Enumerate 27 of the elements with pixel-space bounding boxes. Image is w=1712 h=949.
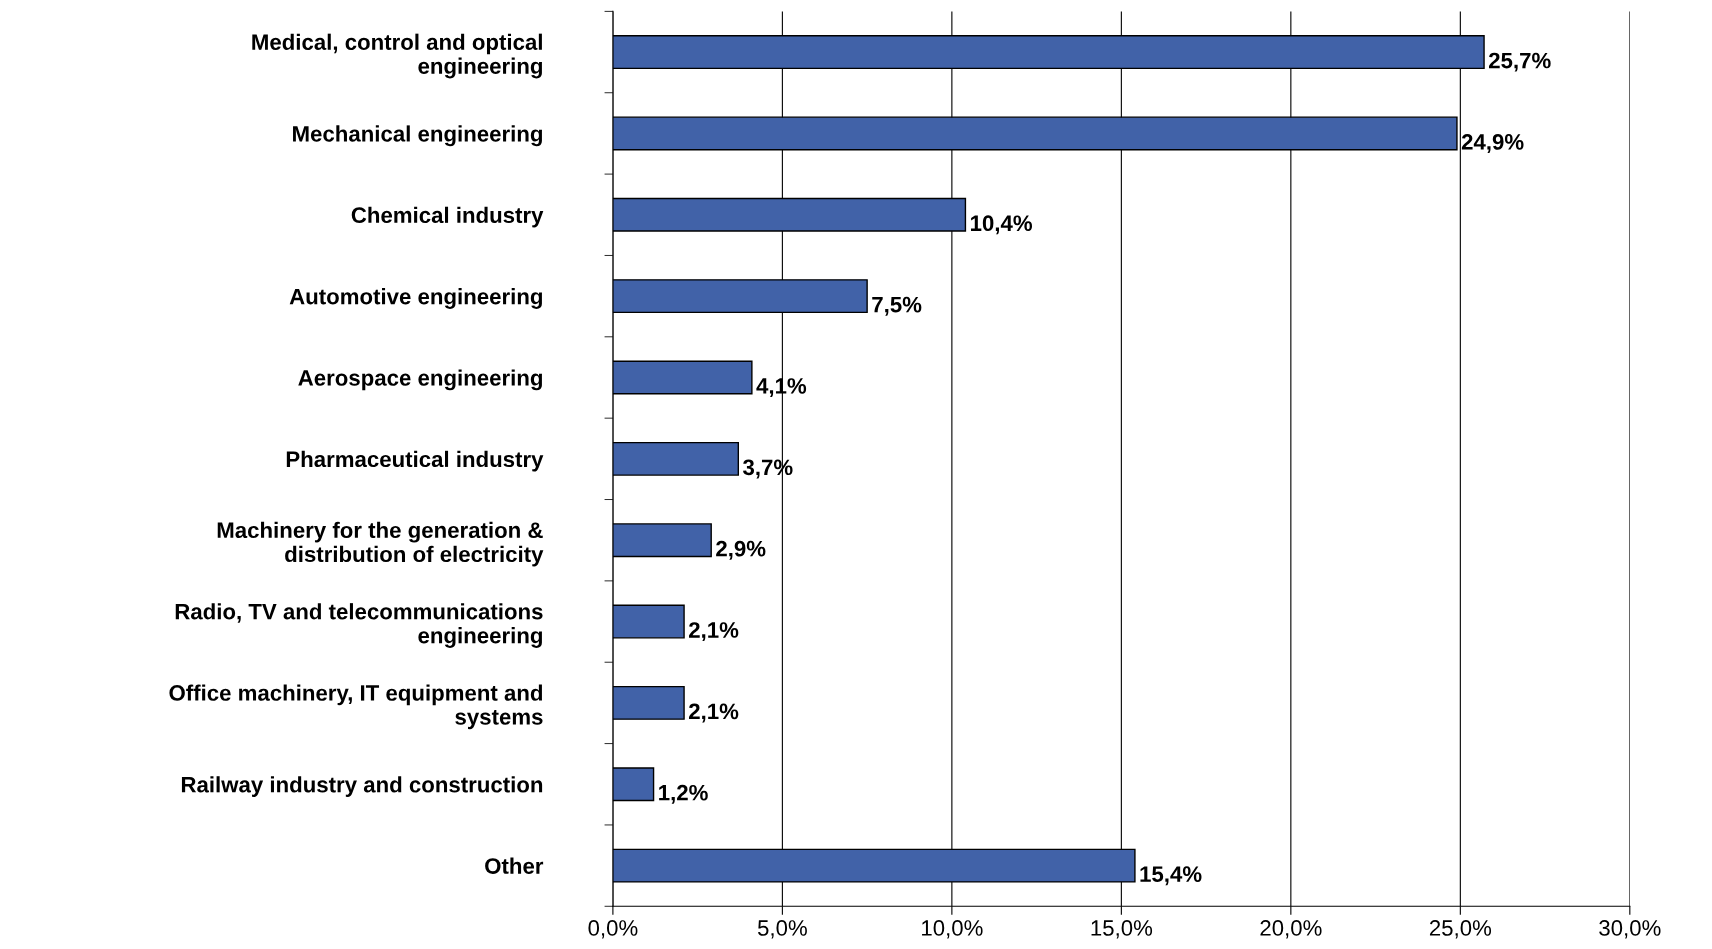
y-tick-label: Chemical industry <box>351 206 544 228</box>
y-tick-label: Mechanical engineering <box>293 125 542 147</box>
y-tick-label: Radio, TV and telecommunications engineering <box>175 603 543 648</box>
y-tick-label: Office machinery, IT equipment and systems <box>169 684 543 730</box>
x-tick-label: 0,0% <box>588 920 638 939</box>
y-tick-label: Railway industry and construction <box>181 776 543 797</box>
data-label: 2,9% <box>716 540 766 560</box>
y-tick-label: Aerospace engineering <box>298 369 542 391</box>
data-label: 7,5% <box>872 296 922 316</box>
x-tick-label: 25,0% <box>1429 920 1492 939</box>
data-label: 2,1% <box>689 703 739 723</box>
y-tick-label: Other <box>485 857 544 874</box>
x-tick-label: 20,0% <box>1260 920 1322 939</box>
data-label: 10,4% <box>971 215 1033 235</box>
y-tick-label: Automotive engineering <box>289 288 542 309</box>
y-tick-label: Medical, control and optical engineering <box>252 33 542 79</box>
data-label: 2,1% <box>689 622 739 642</box>
data-label: 15,4% <box>1140 866 1202 886</box>
x-tick-label: 30,0% <box>1599 920 1661 939</box>
x-tick-label: 5,0% <box>757 920 807 939</box>
x-tick-label: 15,0% <box>1091 920 1153 939</box>
y-tick-label: Pharmaceutical industry <box>286 450 544 472</box>
data-label: 25,7% <box>1489 52 1551 72</box>
y-tick-label: Machinery for the generation & distribution of electricity <box>217 521 544 567</box>
data-label: 24,9% <box>1461 134 1524 153</box>
data-label: 1,2% <box>659 784 708 804</box>
x-tick-label: 10,0% <box>922 920 983 939</box>
